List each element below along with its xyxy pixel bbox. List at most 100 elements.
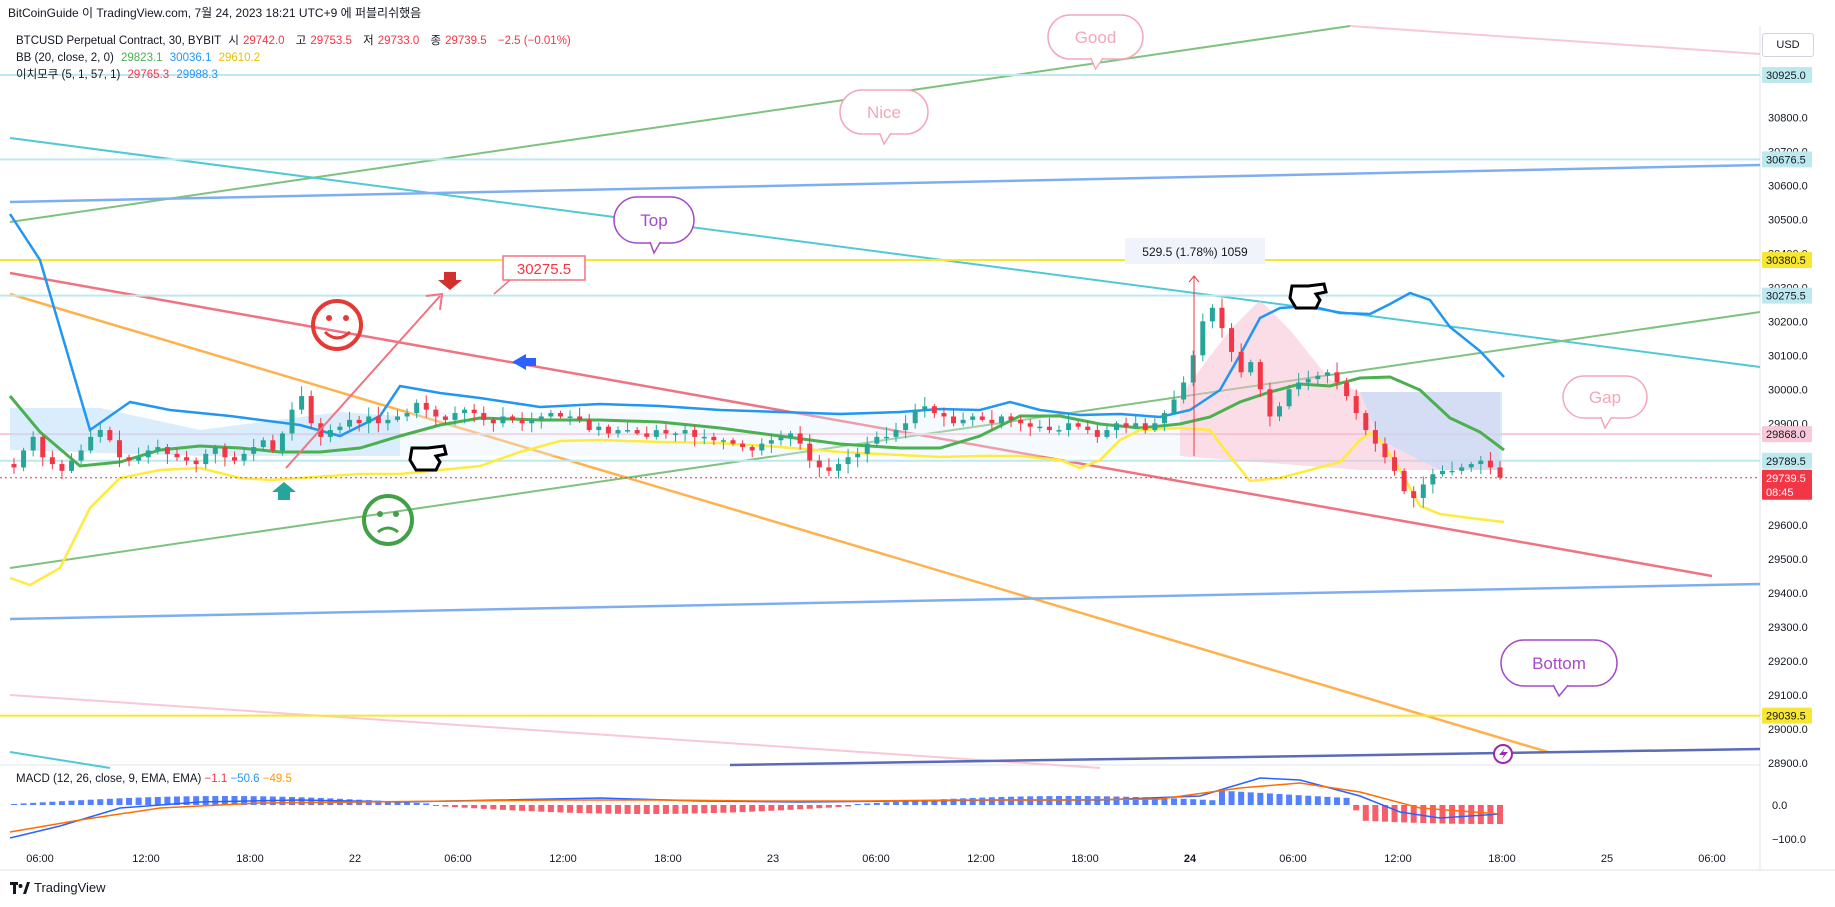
candle-body: [155, 447, 161, 451]
candle-body: [510, 416, 516, 420]
time-tick-label: 22: [349, 853, 361, 865]
trendline-green-lower: [9, 311, 1761, 569]
bubble-top-text: Top: [640, 211, 667, 230]
macd-bar: [1381, 805, 1388, 822]
down-arrow-icon: [438, 272, 462, 290]
footer[interactable]: TradingView: [10, 880, 106, 895]
ichimoku-a-value: 29765.3: [127, 69, 170, 81]
macd-bar: [1113, 796, 1120, 805]
macd-bar: [730, 805, 737, 813]
time-tick-label: 18:00: [1488, 853, 1516, 865]
price-level-badge: [1762, 252, 1812, 269]
candle-body: [922, 406, 928, 410]
candle-body: [490, 419, 496, 424]
candle-body: [797, 433, 803, 444]
candle-body: [1372, 430, 1378, 444]
candle-body: [222, 447, 228, 458]
macd-bar: [135, 797, 142, 805]
macd-bar: [1314, 796, 1321, 805]
macd-bar: [1324, 796, 1331, 805]
sad-mouth: [377, 526, 399, 534]
candle-body: [663, 430, 669, 434]
candle-body: [356, 419, 362, 424]
bb-legend-row[interactable]: BB (20, close, 2, 0) 29823.1 30036.1 296…: [16, 50, 575, 67]
candle-body: [40, 436, 46, 458]
candle-body: [375, 416, 381, 424]
lightning-bolt: [1499, 748, 1508, 760]
candle-body: [682, 430, 688, 434]
candle-body: [1094, 430, 1100, 437]
macd-bar: [1151, 797, 1158, 805]
candle-body: [241, 453, 247, 461]
macd-bar: [423, 803, 430, 805]
candle-body: [270, 440, 276, 451]
macd-bar: [864, 803, 871, 805]
currency-button[interactable]: USD: [1762, 33, 1814, 57]
price-tick-label: 29500.0: [1768, 554, 1808, 566]
candle-body: [289, 409, 295, 434]
price-tick-label: 30800.0: [1768, 112, 1808, 124]
symbol-title[interactable]: BTCUSD Perpetual Contract, 30, BYBIT: [16, 35, 222, 47]
candle-body: [1478, 460, 1484, 465]
macd-bar: [758, 805, 765, 812]
smiley-happy-icon: [311, 299, 363, 351]
price-level-badge-text: 30925.0: [1766, 70, 1806, 82]
macd-bar: [452, 805, 459, 808]
candle-body: [126, 457, 132, 461]
candle-body: [145, 450, 151, 458]
macd-bar: [1429, 805, 1436, 824]
candle-body: [1248, 362, 1254, 373]
macd-bar: [567, 805, 574, 813]
candle-body: [1142, 423, 1148, 431]
macd-bar: [442, 805, 449, 807]
trendline-pink-top: [1349, 25, 1761, 55]
bubble-gap-tail: [1600, 416, 1613, 430]
projection-arrow-head: [425, 292, 444, 311]
projection-arrow-line: [285, 295, 441, 469]
macd-bar: [739, 805, 746, 813]
candle-body: [462, 409, 468, 414]
macd-bar: [1161, 797, 1168, 805]
macd-bar: [691, 805, 698, 814]
candle-body: [893, 430, 899, 437]
macd-bar: [1266, 793, 1273, 805]
candle-body: [1008, 416, 1014, 420]
candle-body: [759, 443, 765, 451]
time-tick-label: 12:00: [1384, 853, 1412, 865]
measure-box: [1125, 238, 1265, 264]
macd-bar: [1171, 798, 1178, 805]
macd-bar: [940, 799, 947, 805]
price-tick-label: 29600.0: [1768, 520, 1808, 532]
macd-bar: [787, 805, 794, 810]
candle-body: [577, 416, 583, 420]
macd-bar: [720, 805, 727, 813]
macd-bar: [845, 805, 852, 807]
candle-body: [883, 436, 889, 439]
candle-body: [78, 450, 84, 461]
macd-bar: [116, 798, 123, 805]
macd-bar: [595, 805, 602, 814]
time-tick-label: 06:00: [1279, 853, 1307, 865]
bubble-bottom-text: Bottom: [1532, 654, 1586, 673]
macd-bar: [1477, 805, 1484, 824]
macd-bar: [97, 799, 104, 805]
tradingview-logo-icon: [10, 881, 30, 894]
price-tick-label: 29300.0: [1768, 622, 1808, 634]
candle-body: [625, 430, 631, 432]
last-price-badge: [1762, 469, 1812, 500]
macd-bar: [231, 796, 238, 805]
ichimoku-legend-row[interactable]: 이치모쿠 (5, 1, 57, 1) 29765.3 29988.3: [16, 67, 575, 84]
time-tick-label: 18:00: [654, 853, 682, 865]
macd-legend[interactable]: MACD (12, 26, close, 9, EMA, EMA) −1.1 −…: [16, 773, 292, 785]
up-arrow-icon: [272, 482, 296, 500]
candle-body: [970, 416, 976, 420]
macd-bar: [1142, 797, 1149, 805]
candle-body: [1114, 423, 1120, 431]
candle-body: [394, 416, 400, 420]
price-callout-text: 30275.5: [517, 261, 571, 278]
candle-body: [557, 413, 563, 417]
candle-body: [116, 440, 122, 458]
candle-body: [88, 436, 94, 451]
macd-bar: [173, 796, 180, 805]
